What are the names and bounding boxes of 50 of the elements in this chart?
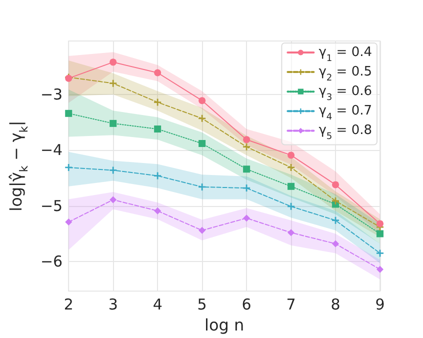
y-tick-label: −6 xyxy=(40,252,63,271)
point xyxy=(154,172,162,180)
point xyxy=(288,229,295,236)
x-tick-label: 7 xyxy=(286,296,296,314)
point xyxy=(110,196,117,204)
point xyxy=(65,110,72,117)
point xyxy=(110,58,117,66)
point xyxy=(332,216,340,224)
point xyxy=(243,214,250,222)
point xyxy=(376,230,384,238)
point xyxy=(154,126,162,133)
point xyxy=(198,183,206,190)
point xyxy=(198,226,206,234)
point xyxy=(154,207,162,214)
point xyxy=(154,69,162,76)
point xyxy=(110,166,117,174)
point xyxy=(332,197,340,204)
point xyxy=(288,202,295,210)
point xyxy=(243,166,250,173)
point xyxy=(198,140,206,147)
x-tick-label: 3 xyxy=(108,296,118,314)
point xyxy=(154,98,162,106)
point xyxy=(243,184,250,192)
point xyxy=(332,181,340,188)
point xyxy=(288,182,295,190)
point xyxy=(376,250,384,257)
x-tick-label: 5 xyxy=(197,296,207,314)
x-tick-label: 8 xyxy=(330,296,340,314)
x-tick-label: 2 xyxy=(64,296,74,314)
point xyxy=(288,152,295,159)
point xyxy=(243,136,250,144)
point xyxy=(376,266,384,273)
point xyxy=(288,164,295,171)
point xyxy=(243,143,250,150)
point xyxy=(332,240,340,248)
y-tick-label: −4 xyxy=(40,141,63,160)
x-axis-title: log n xyxy=(204,316,244,334)
point xyxy=(110,120,117,127)
point xyxy=(65,218,72,226)
point xyxy=(198,114,206,122)
point xyxy=(65,164,72,171)
y-tick-label: −5 xyxy=(40,196,63,215)
point xyxy=(376,220,384,228)
y-axis-title: log|γ̂k − γk| xyxy=(6,120,31,212)
x-tick-label: 9 xyxy=(375,296,385,314)
point xyxy=(110,80,117,87)
x-tick-label: 4 xyxy=(152,296,162,314)
x-tick-label: 6 xyxy=(242,296,252,314)
point xyxy=(198,97,206,104)
y-tick-label: −3 xyxy=(40,85,63,104)
